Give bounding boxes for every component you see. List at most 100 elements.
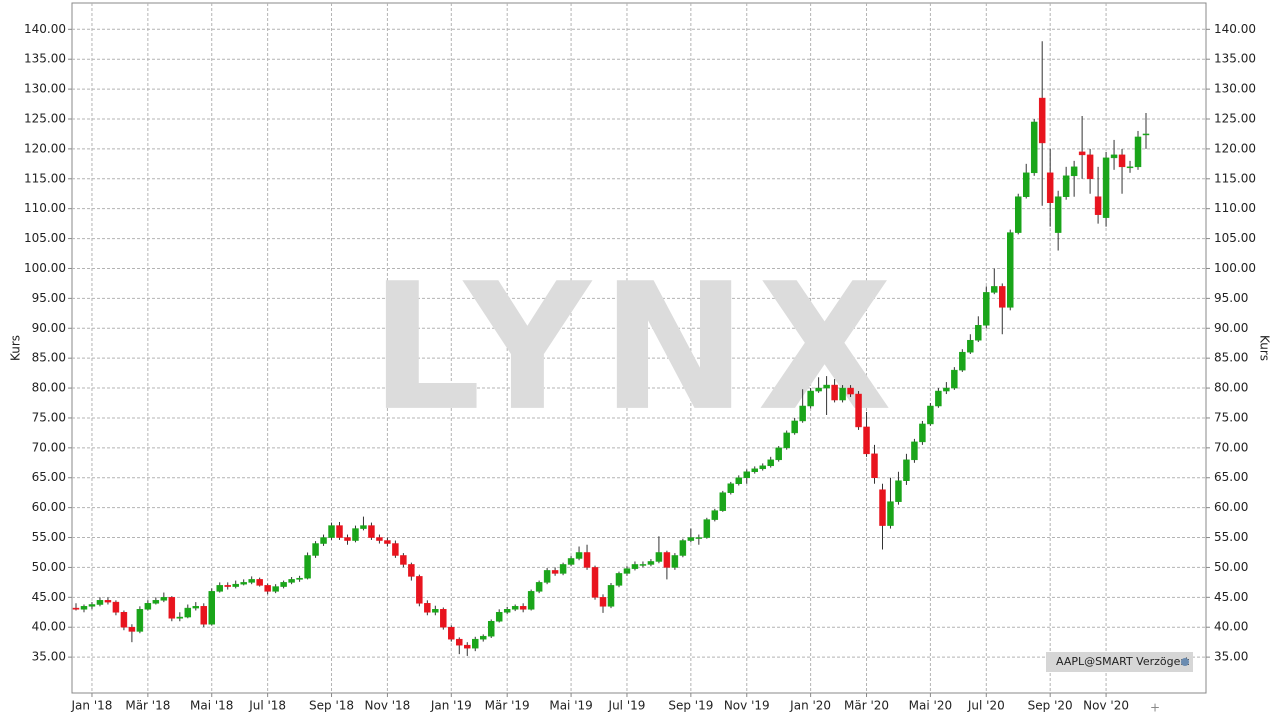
candle-body	[511, 606, 519, 610]
candle-body	[392, 543, 399, 556]
candle-body	[312, 543, 319, 556]
candle-body	[1110, 154, 1118, 159]
y2-tick-label: 40.00	[1214, 620, 1248, 634]
candle-body	[759, 465, 766, 470]
candle-body	[799, 405, 806, 422]
candle-body	[615, 573, 623, 586]
candle-body	[1134, 136, 1142, 168]
candle-body	[967, 339, 974, 353]
candle-body	[408, 564, 415, 577]
candle-body	[1014, 196, 1022, 233]
candle-body	[583, 552, 591, 568]
x-tick-label: Mai '19	[549, 699, 592, 713]
candle-body	[192, 606, 200, 609]
y2-tick-label: 95.00	[1214, 291, 1248, 305]
candle-body	[647, 561, 655, 565]
watermark: LYNX	[370, 247, 902, 450]
y-tick-label: 35.00	[32, 650, 66, 664]
candle-body	[1126, 166, 1134, 169]
y-tick-label: 90.00	[32, 321, 66, 335]
candle-body	[847, 387, 854, 395]
candle-body	[671, 555, 679, 568]
candle-body	[400, 555, 407, 565]
y2-tick-label: 35.00	[1214, 650, 1248, 664]
candle-body	[416, 576, 423, 604]
source-box	[1046, 652, 1193, 672]
x-tick-label: Jul '19	[608, 699, 646, 713]
y2-tick-label: 130.00	[1214, 82, 1256, 96]
grid	[72, 3, 1206, 693]
candle-body	[751, 468, 758, 473]
candle-body	[320, 537, 327, 544]
candle-body	[208, 591, 215, 625]
candle-body	[879, 489, 886, 526]
candle-body	[136, 609, 144, 632]
candle-body	[679, 540, 687, 556]
y2-tick-label: 110.00	[1214, 201, 1256, 215]
x-tick-label: Mär '18	[125, 699, 170, 713]
candle-body	[991, 286, 998, 293]
candle-body	[1062, 175, 1070, 197]
scroll-handle[interactable]: +	[1150, 701, 1160, 715]
candle-body	[687, 537, 695, 541]
x-tick-label: Sep '20	[1028, 699, 1073, 713]
y2-tick-label: 50.00	[1214, 560, 1248, 574]
y2-tick-label: 55.00	[1214, 530, 1248, 544]
candle-body	[1022, 172, 1030, 197]
y-tick-label: 50.00	[32, 560, 66, 574]
y-tick-label: 75.00	[32, 410, 66, 424]
candle-body	[695, 537, 703, 539]
candle-body	[711, 510, 719, 520]
candle-body	[440, 609, 447, 628]
x-tick-label: Jan '19	[430, 699, 472, 713]
x-tick-label: Jul '20	[967, 699, 1005, 713]
candle-body	[895, 480, 902, 502]
y2-tick-label: 45.00	[1214, 590, 1248, 604]
candle-body	[535, 582, 543, 592]
candle-body	[983, 292, 990, 326]
candle-body	[791, 420, 798, 434]
y2-tick-label: 65.00	[1214, 470, 1248, 484]
candle-body	[376, 537, 383, 541]
y2-tick-label: 90.00	[1214, 321, 1248, 335]
y-tick-label: 130.00	[24, 82, 66, 96]
candle-body	[727, 483, 735, 493]
candle-body	[336, 525, 343, 538]
y-tick-label: 55.00	[32, 530, 66, 544]
candle-body	[543, 570, 551, 583]
candle-body	[120, 612, 128, 628]
candle-body	[871, 453, 878, 478]
candle-body	[256, 579, 263, 586]
candle-body	[839, 387, 846, 401]
candles	[72, 41, 1150, 656]
candle-body	[743, 471, 750, 478]
candle-body	[184, 607, 192, 618]
candle-body	[639, 564, 647, 566]
y-tick-label: 105.00	[24, 231, 66, 245]
x-tick-label: Mär '20	[844, 699, 889, 713]
candle-body	[88, 604, 96, 607]
y-tick-label: 135.00	[24, 52, 66, 66]
candle-body	[935, 390, 942, 407]
candle-body	[80, 606, 88, 610]
x-tick-label: Sep '18	[309, 699, 354, 713]
y-tick-label: 100.00	[24, 261, 66, 275]
y-tick-label: 40.00	[32, 620, 66, 634]
candle-body	[304, 555, 311, 579]
y2-tick-label: 135.00	[1214, 52, 1256, 66]
candle-body	[368, 525, 375, 538]
candle-body	[240, 582, 247, 585]
y2-tick-label: 120.00	[1214, 141, 1256, 155]
candle-body	[128, 626, 136, 632]
y2-tick-label: 115.00	[1214, 171, 1256, 185]
candle-body	[296, 577, 303, 580]
candle-body	[200, 606, 208, 625]
candle-body	[248, 579, 255, 583]
candle-body	[1046, 172, 1054, 203]
candle-body	[360, 525, 367, 529]
y-tick-label: 120.00	[24, 141, 66, 155]
candle-body	[783, 432, 790, 449]
candle-body	[1007, 232, 1014, 308]
candle-body	[1086, 154, 1094, 180]
y-axis-label: Kurs	[9, 335, 23, 361]
